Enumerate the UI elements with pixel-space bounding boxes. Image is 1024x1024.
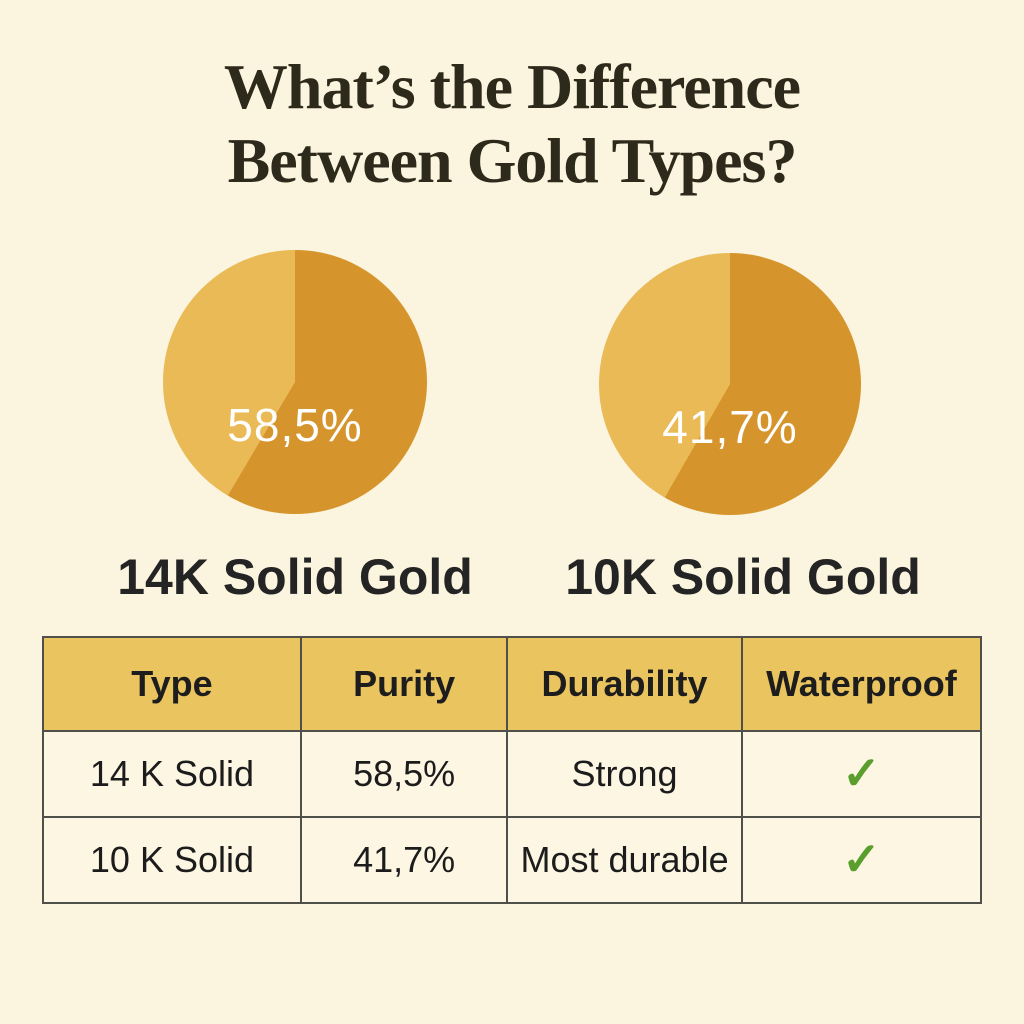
table-cell-type: 14 K Solid — [42, 730, 302, 818]
table-row-10k: 10 K Solid 41,7% Most durable ✓ — [42, 816, 983, 904]
check-icon: ✓ — [842, 833, 881, 885]
pie-chart-14k: 58,5% — [163, 250, 427, 514]
table-header-waterproof: Waterproof — [740, 636, 983, 732]
pie-percent-label-10k: 41,7% — [662, 400, 798, 453]
comparison-table: Type Purity Durability Waterproof 14 K S… — [42, 636, 983, 904]
pie-caption-14k: 14K Solid Gold — [117, 549, 473, 605]
pie-chart-10k: 41,7% — [599, 253, 861, 515]
table-header-purity: Purity — [299, 636, 509, 732]
page-title: What’s the Difference Between Gold Types… — [0, 50, 1024, 198]
table-cell-waterproof: ✓ — [740, 816, 983, 904]
table-header-type: Type — [42, 636, 302, 732]
page-title-line1: What’s the Difference — [223, 51, 801, 122]
table-header-durability: Durability — [506, 636, 743, 732]
table-cell-purity: 58,5% — [299, 730, 509, 818]
table-cell-type: 10 K Solid — [42, 816, 302, 904]
table-row-14k: 14 K Solid 58,5% Strong ✓ — [42, 730, 983, 818]
pie-caption-10k: 10K Solid Gold — [565, 549, 921, 605]
check-icon: ✓ — [842, 747, 881, 799]
table-cell-waterproof: ✓ — [740, 730, 983, 818]
table-cell-durability: Strong — [506, 730, 743, 818]
page-title-line2: Between Gold Types? — [227, 125, 798, 197]
table-cell-purity: 41,7% — [299, 816, 509, 904]
pie-percent-label-14k: 58,5% — [227, 398, 363, 451]
table-header-row: Type Purity Durability Waterproof — [42, 636, 983, 732]
table-cell-durability: Most durable — [506, 816, 743, 904]
